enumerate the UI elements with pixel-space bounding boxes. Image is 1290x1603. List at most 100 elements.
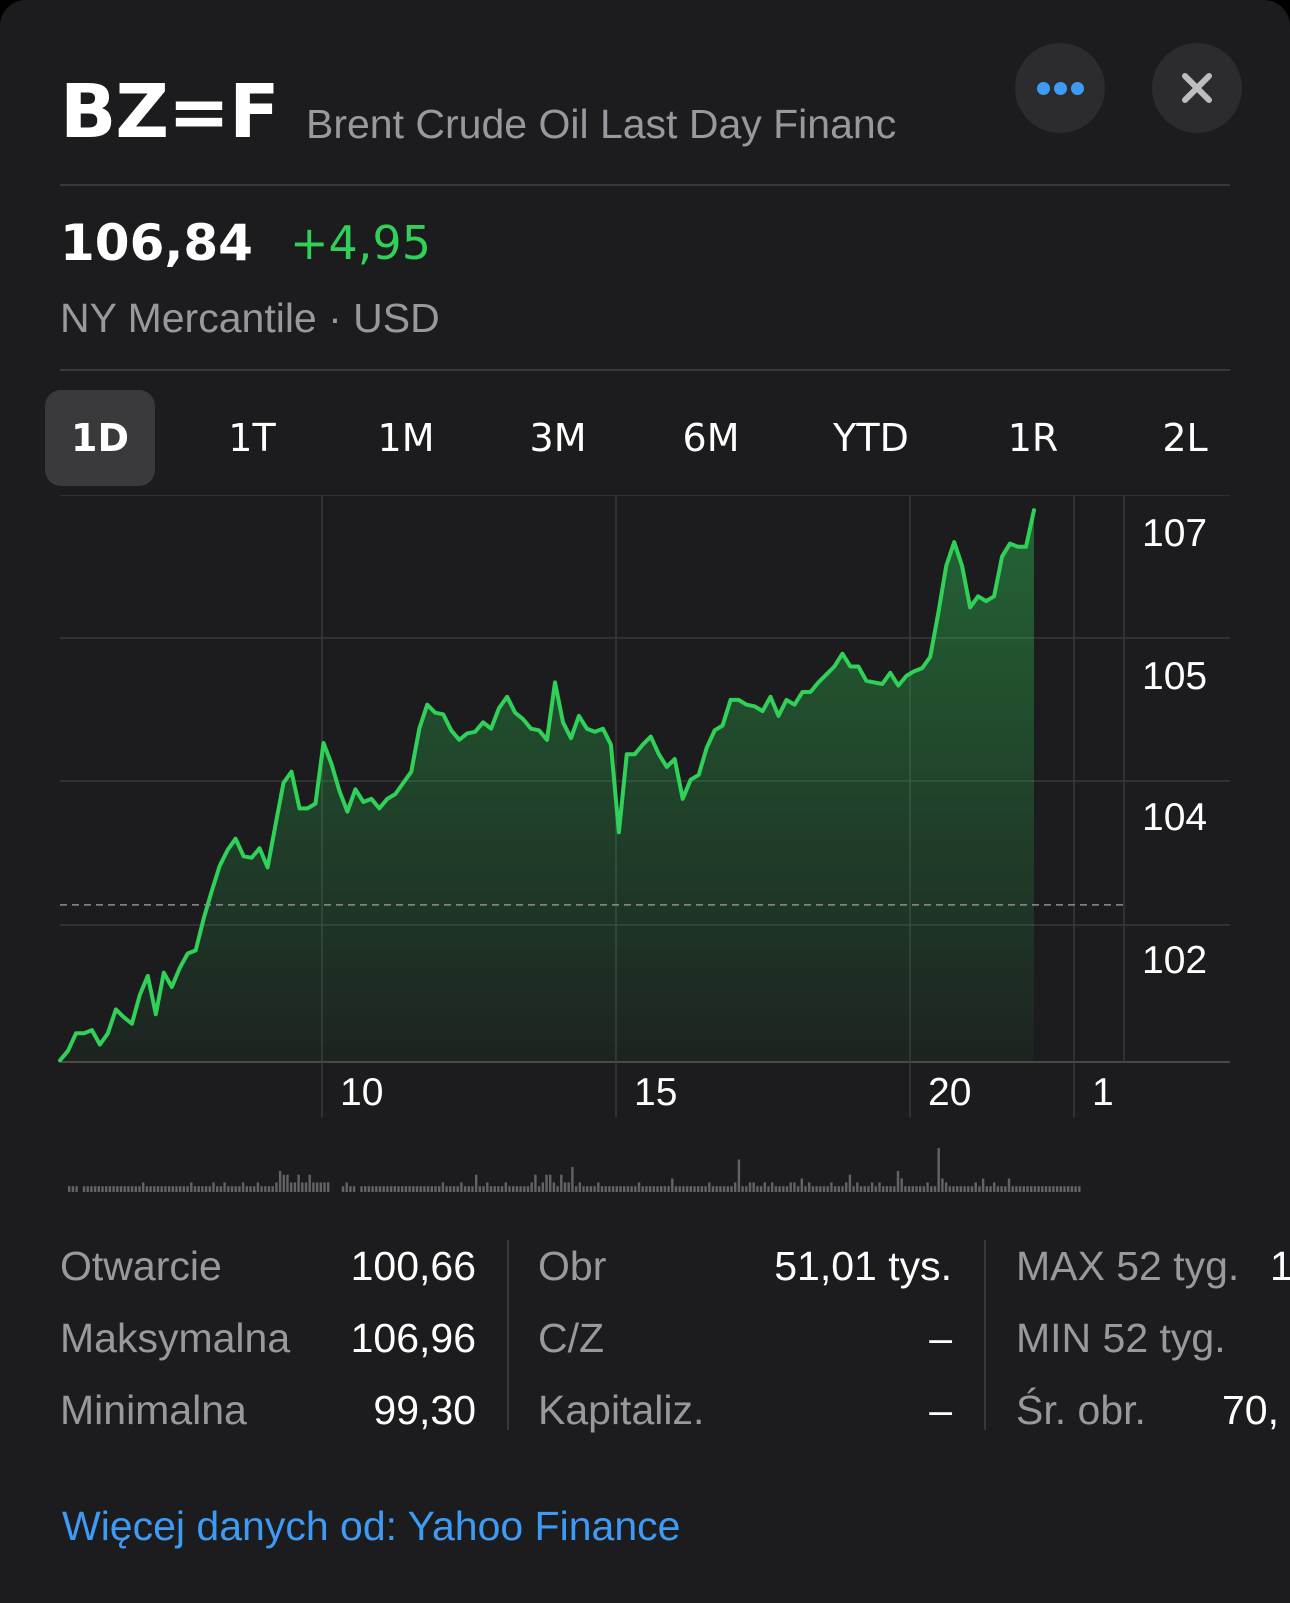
volume-bar [637,1182,641,1192]
volume-bar [841,1186,844,1192]
volume-bar [105,1186,108,1192]
range-tab-2l[interactable]: 2L [1162,416,1208,460]
range-tab-3m[interactable]: 3M [529,416,587,460]
volume-bar [815,1186,818,1192]
volume-bar [944,1182,948,1192]
volume-bar [671,1178,674,1192]
close-button[interactable] [1152,43,1242,133]
stat-label-pe: C/Z [538,1315,605,1361]
range-tab-6m[interactable]: 6M [682,416,740,460]
volume-bar [582,1186,585,1192]
volume-bar [156,1186,160,1192]
volume-bar [837,1186,840,1192]
volume-bar [1074,1186,1077,1192]
volume-bar [911,1186,914,1192]
volume-bar [293,1182,297,1192]
volume-bar [160,1186,163,1192]
volume-bar [578,1182,581,1192]
volume-bar [367,1186,371,1192]
volume-bar [245,1186,248,1192]
volume-bar [586,1186,589,1192]
volume-bar [149,1186,152,1192]
more-data-link[interactable]: Więcej danych od: Yahoo Finance [62,1503,681,1549]
volume-bar [993,1182,996,1192]
volume-bar [645,1186,648,1192]
volume-bar [711,1186,715,1192]
volume-bar [404,1186,408,1192]
volume-bar [90,1186,93,1192]
volume-bar [508,1186,511,1192]
volume-bar [97,1186,100,1192]
volume-bar [715,1186,718,1192]
volume-bar [974,1182,977,1192]
exchange-currency: NY Mercantile · USD [60,295,440,341]
volume-bar [308,1174,311,1192]
volume-bar [767,1186,770,1192]
volume-bar [1070,1186,1074,1192]
stat-label-open: Otwarcie [60,1243,222,1289]
volume-bar [208,1186,211,1192]
volume-bar [304,1182,308,1192]
volume-bar [164,1186,167,1192]
volume-bar [467,1186,470,1192]
range-tab-1d[interactable]: 1D [45,390,155,486]
volume-bar [741,1186,744,1192]
range-tab-ytd[interactable]: YTD [833,416,909,460]
volume-bar [652,1186,655,1192]
volume-bar [726,1186,729,1192]
volume-bar [759,1186,763,1192]
volume-bar [323,1182,326,1192]
volume-bar [789,1182,792,1192]
volume-bar [471,1186,474,1192]
volume-bar [249,1186,252,1192]
volume-bar [238,1186,241,1192]
volume-bar [919,1186,922,1192]
volume-bar [341,1186,345,1192]
volume-bar [608,1186,611,1192]
volume-bar [1041,1186,1044,1192]
volume-bar [826,1186,829,1192]
price-area [60,510,1034,1062]
volume-bar [512,1186,515,1192]
volume-bar [682,1186,685,1192]
y-tick-label: 105 [1142,655,1207,698]
volume-bar [874,1186,877,1192]
volume-bar [153,1186,156,1192]
volume-bar [859,1186,863,1192]
stat-value-avg-volume: 70, [1222,1387,1279,1433]
volume-bar [545,1174,548,1192]
x-tick-label: 1 [1092,1071,1114,1114]
volume-bar [123,1186,126,1192]
volume-bar [134,1186,137,1192]
volume-bar [793,1182,796,1192]
range-tab-1r[interactable]: 1R [1007,416,1059,460]
volume-bar [811,1186,815,1192]
volume-bar [234,1186,237,1192]
volume-bar [1018,1186,1022,1192]
range-tab-1m[interactable]: 1M [377,416,435,460]
more-button[interactable] [1015,43,1105,133]
volume-bar [930,1186,933,1192]
y-tick-label: 102 [1142,939,1207,982]
stat-label-avg-volume: Śr. obr. [1016,1387,1146,1433]
volume-bar [1011,1186,1014,1192]
volume-bar [441,1182,445,1192]
volume-bar [297,1174,300,1192]
volume-bar [101,1186,104,1192]
volume-bar [108,1186,112,1192]
volume-bar [774,1186,778,1192]
volume-bar [1048,1186,1051,1192]
stat-label-52w-low: MIN 52 tyg. [1016,1315,1226,1361]
volume-bar [989,1186,992,1192]
volume-bar [626,1186,630,1192]
volume-bar [552,1182,556,1192]
volume-bar [486,1182,489,1192]
quote-divider [60,369,1230,371]
volume-bar [271,1186,274,1192]
range-tab-1t[interactable]: 1T [228,416,276,460]
price-chart[interactable]: 107 105 104 102 10 15 20 1 [0,495,1290,1205]
volume-bar [660,1186,663,1192]
volume-bar [704,1186,707,1192]
volume-bar [364,1186,367,1192]
